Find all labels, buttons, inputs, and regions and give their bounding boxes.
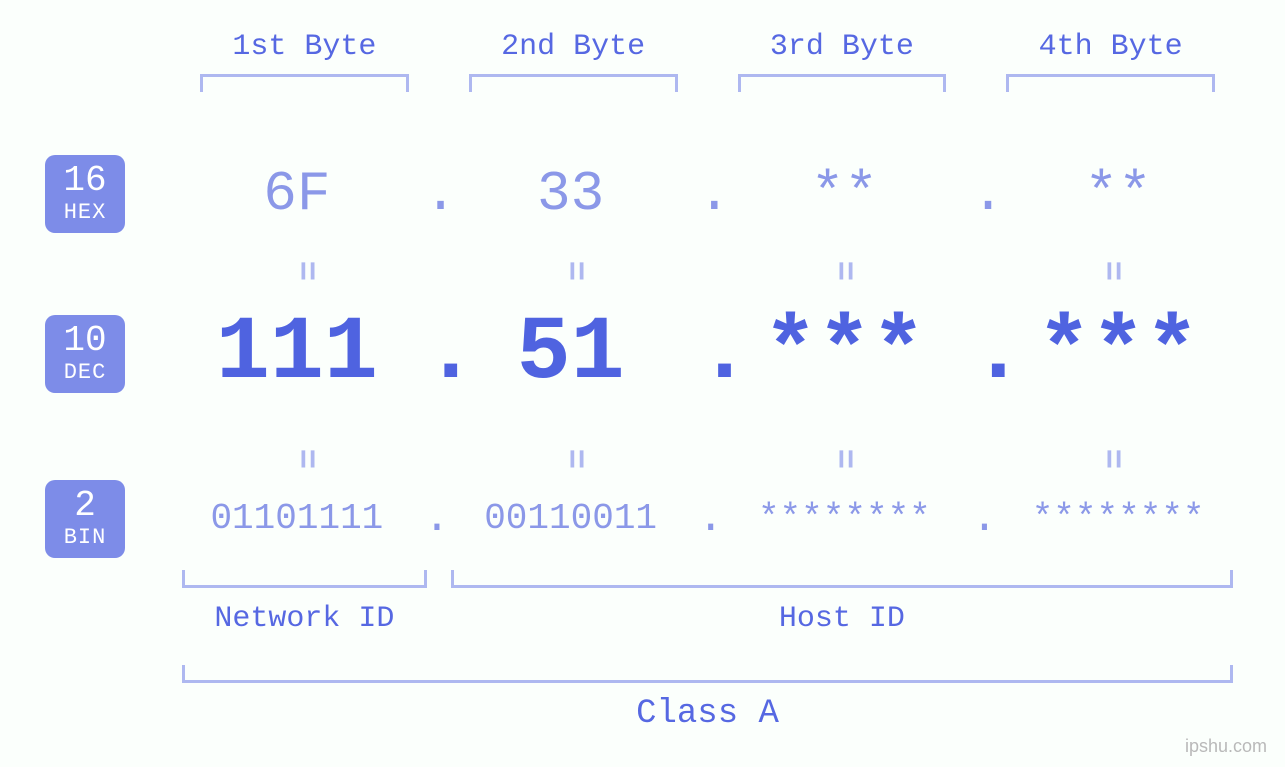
equals-row-dec-bin: = = = = bbox=[170, 440, 1245, 478]
hex-sep-2: . bbox=[698, 162, 718, 226]
byte-header-3: 3rd Byte bbox=[708, 30, 977, 92]
network-id-label: Network ID bbox=[170, 602, 439, 636]
watermark: ipshu.com bbox=[1185, 736, 1267, 757]
dec-base-number: 10 bbox=[45, 321, 125, 361]
bin-byte-1: 01101111 bbox=[170, 498, 424, 539]
byte-header-3-label: 3rd Byte bbox=[708, 30, 977, 64]
byte-bracket-3 bbox=[738, 74, 947, 92]
dec-values: 111 . 51 . *** . *** bbox=[170, 303, 1245, 405]
host-id-label: Host ID bbox=[439, 602, 1245, 636]
byte-header-2: 2nd Byte bbox=[439, 30, 708, 92]
byte-header-1: 1st Byte bbox=[170, 30, 439, 92]
byte-header-4-label: 4th Byte bbox=[976, 30, 1245, 64]
hex-base-label: HEX bbox=[45, 201, 125, 225]
byte-header-4: 4th Byte bbox=[976, 30, 1245, 92]
hex-sep-1: . bbox=[424, 162, 444, 226]
byte-bracket-2 bbox=[469, 74, 678, 92]
bin-badge: 2 BIN bbox=[45, 480, 125, 558]
network-id-bracket bbox=[182, 570, 427, 588]
ip-address-diagram: 1st Byte 2nd Byte 3rd Byte 4th Byte 16 H… bbox=[0, 0, 1285, 767]
network-id-group: Network ID bbox=[170, 570, 439, 636]
dec-base-label: DEC bbox=[45, 361, 125, 385]
equals-row-hex-dec: = = = = bbox=[170, 252, 1245, 290]
hex-sep-3: . bbox=[971, 162, 991, 226]
id-row: Network ID Host ID bbox=[170, 570, 1245, 636]
dec-badge: 10 DEC bbox=[45, 315, 125, 393]
class-label: Class A bbox=[170, 695, 1245, 733]
dec-sep-2: . bbox=[698, 303, 718, 405]
bin-values: 01101111 . 00110011 . ******** . *******… bbox=[170, 494, 1245, 544]
hex-values: 6F . 33 . ** . ** bbox=[170, 162, 1245, 226]
bin-byte-2: 00110011 bbox=[444, 498, 698, 539]
byte-header-1-label: 1st Byte bbox=[170, 30, 439, 64]
class-row: Class A bbox=[170, 665, 1245, 733]
bin-base-label: BIN bbox=[45, 526, 125, 550]
host-id-group: Host ID bbox=[439, 570, 1245, 636]
bin-base-number: 2 bbox=[45, 486, 125, 526]
bin-byte-3: ******** bbox=[718, 498, 972, 539]
bin-sep-3: . bbox=[971, 494, 991, 544]
hex-base-number: 16 bbox=[45, 161, 125, 201]
byte-header-2-label: 2nd Byte bbox=[439, 30, 708, 64]
bin-sep-1: . bbox=[424, 494, 444, 544]
byte-bracket-1 bbox=[200, 74, 409, 92]
bin-sep-2: . bbox=[698, 494, 718, 544]
host-id-bracket bbox=[451, 570, 1233, 588]
hex-badge: 16 HEX bbox=[45, 155, 125, 233]
bin-byte-4: ******** bbox=[991, 498, 1245, 539]
dec-sep-3: . bbox=[971, 303, 991, 405]
byte-headers-row: 1st Byte 2nd Byte 3rd Byte 4th Byte bbox=[170, 30, 1245, 92]
byte-bracket-4 bbox=[1006, 74, 1215, 92]
class-bracket bbox=[182, 665, 1233, 683]
bin-row: 2 BIN 01101111 . 00110011 . ******** . *… bbox=[0, 480, 1285, 558]
dec-sep-1: . bbox=[424, 303, 444, 405]
